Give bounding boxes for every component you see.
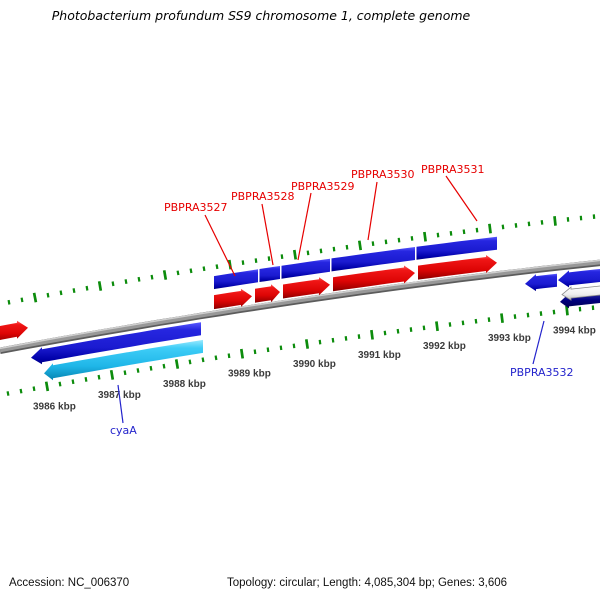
label-PBPRA3531[interactable]: PBPRA3531	[421, 163, 485, 176]
gene-features	[0, 236, 600, 381]
ruler-label-3990kbp: 3990 kbp	[293, 359, 336, 370]
leader-line-PBPRA3532	[532, 320, 545, 365]
cds-PBPRA3531[interactable]	[418, 255, 497, 280]
figure-title: Photobacterium profundum SS9 chromosome …	[51, 8, 471, 23]
gene-PBPRA3532[interactable]	[525, 273, 557, 292]
label-PBPRA3530[interactable]: PBPRA3530	[351, 168, 415, 181]
leader-line-PBPRA3527	[204, 214, 236, 277]
label-cyaA[interactable]: cyaA	[110, 424, 137, 437]
gene-PBPRA3529[interactable]	[281, 258, 331, 279]
cds-PBPRA3528[interactable]	[255, 284, 280, 303]
gene-PBPRA3530[interactable]	[331, 247, 416, 272]
leader-line-PBPRA3528	[261, 203, 274, 266]
label-PBPRA3528[interactable]: PBPRA3528	[231, 190, 295, 203]
gene-PBPRA3531[interactable]	[416, 236, 498, 260]
cds-cyaA[interactable]	[44, 339, 203, 381]
ruler-label-3988kbp: 3988 kbp	[163, 379, 206, 390]
cds-PBPRA3527[interactable]	[214, 288, 252, 310]
cds-PBPRA3529[interactable]	[283, 277, 330, 299]
label-PBPRA3527[interactable]: PBPRA3527	[164, 201, 228, 214]
ruler-label-3992kbp: 3992 kbp	[423, 341, 466, 352]
cds-PBPRA3530[interactable]	[333, 265, 415, 292]
leader-line-PBPRA3529	[297, 192, 312, 261]
label-PBPRA3529[interactable]: PBPRA3529	[291, 180, 355, 193]
gene-cyaA[interactable]	[31, 322, 201, 365]
gene-offscreen-right[interactable]	[558, 268, 600, 288]
topology-stats-text: Topology: circular; Length: 4,085,304 bp…	[227, 577, 508, 589]
ruler-ticks	[6, 214, 596, 396]
chromosome-backbone	[0, 259, 600, 354]
leader-line-PBPRA3530	[367, 181, 378, 241]
leader-line-cyaA	[117, 384, 124, 424]
ruler-label-3989kbp: 3989 kbp	[228, 369, 271, 380]
ruler-label-3986kbp: 3986 kbp	[33, 401, 76, 412]
gene-PBPRA3528[interactable]	[259, 266, 281, 282]
label-PBPRA3532[interactable]: PBPRA3532	[510, 366, 574, 379]
ruler-label-3991kbp: 3991 kbp	[358, 350, 401, 361]
ruler-label-3994kbp: 3994 kbp	[553, 326, 596, 337]
accession-text: Accession: NC_006370	[9, 577, 130, 589]
leader-line-PBPRA3531	[445, 175, 478, 222]
gene-PBPRA3527[interactable]	[214, 269, 258, 290]
feature-white-offscreen-right[interactable]	[561, 285, 600, 301]
cds-offscreen-left[interactable]	[0, 320, 28, 342]
ruler-label-3993kbp: 3993 kbp	[488, 333, 531, 344]
